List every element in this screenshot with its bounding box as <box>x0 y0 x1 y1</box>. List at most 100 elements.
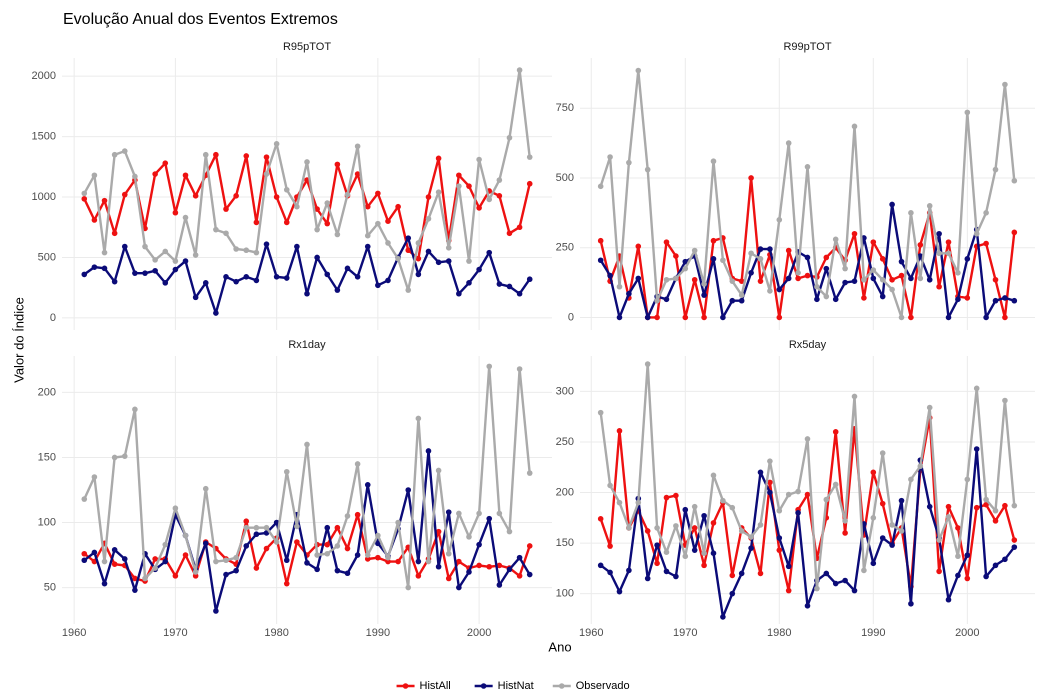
data-point <box>132 587 138 593</box>
data-point <box>435 467 442 474</box>
data-point <box>415 271 422 278</box>
data-point <box>597 257 604 264</box>
data-point <box>152 556 158 562</box>
data-point <box>955 525 961 531</box>
data-point <box>879 276 886 283</box>
data-point <box>710 158 717 165</box>
data-point <box>626 290 632 297</box>
data-point <box>804 164 811 170</box>
data-point <box>926 203 933 209</box>
y-tick-label: 750 <box>556 102 574 114</box>
data-point <box>142 575 148 582</box>
data-point <box>445 244 452 251</box>
data-point <box>111 230 118 237</box>
y-tick-label: 0 <box>50 312 56 324</box>
data-point <box>654 314 660 321</box>
data-point <box>710 520 717 526</box>
data-point <box>81 550 88 557</box>
data-point <box>273 194 280 200</box>
data-point <box>663 239 670 245</box>
data-point <box>654 297 660 304</box>
legend-label: Observado <box>576 680 630 692</box>
data-point <box>804 254 811 261</box>
data-point <box>673 253 679 259</box>
data-point <box>142 243 148 250</box>
data-point <box>889 276 895 283</box>
data-point <box>776 286 783 293</box>
data-point <box>172 258 179 264</box>
data-point <box>663 276 670 283</box>
data-point <box>91 474 98 480</box>
data-point <box>908 476 914 483</box>
series-line <box>83 236 531 315</box>
data-point <box>334 567 341 574</box>
data-point <box>456 172 462 179</box>
x-tick-label: 2000 <box>955 627 979 639</box>
data-point <box>182 532 189 539</box>
data-point <box>635 67 642 74</box>
data-point <box>506 283 513 290</box>
data-point <box>466 534 472 540</box>
data-point <box>748 175 754 181</box>
data-point <box>81 190 88 197</box>
data-point <box>405 287 412 293</box>
series-line <box>83 449 531 613</box>
data-point <box>973 230 980 237</box>
data-point <box>757 469 764 476</box>
data-point <box>748 270 754 276</box>
data-point <box>334 161 341 168</box>
data-point <box>832 481 839 488</box>
data-point <box>973 385 980 392</box>
data-point <box>121 191 128 198</box>
data-point <box>111 454 118 461</box>
data-point <box>964 256 971 262</box>
data-point <box>663 549 670 555</box>
data-point <box>720 314 726 321</box>
data-point <box>597 183 604 190</box>
data-point <box>172 209 179 216</box>
data-point <box>516 290 523 297</box>
data-point <box>626 525 632 531</box>
data-point <box>964 575 971 582</box>
data-point <box>385 218 391 224</box>
data-point <box>223 571 229 578</box>
data-point <box>729 278 736 284</box>
data-point <box>273 539 280 545</box>
data-point <box>823 293 830 300</box>
data-point <box>294 523 300 530</box>
data-point <box>152 257 158 263</box>
data-point <box>898 258 905 265</box>
data-point <box>1002 81 1008 88</box>
data-point <box>506 230 513 237</box>
data-point <box>701 314 707 321</box>
data-point <box>955 296 961 303</box>
data-point <box>908 314 914 321</box>
data-point <box>375 554 381 561</box>
data-point <box>476 510 482 517</box>
data-point <box>263 241 270 247</box>
data-point <box>314 254 320 261</box>
data-point <box>476 205 482 211</box>
data-point <box>597 409 604 416</box>
data-point <box>1011 502 1018 509</box>
data-point <box>814 296 820 303</box>
data-point <box>192 573 199 579</box>
facet-label: R95pTOT <box>283 41 331 53</box>
data-point <box>213 558 219 565</box>
data-point <box>334 231 341 238</box>
data-point <box>616 499 623 506</box>
data-point <box>243 274 250 280</box>
data-point <box>701 562 707 569</box>
legend-item: Observado <box>552 680 630 692</box>
data-point <box>354 552 361 558</box>
data-point <box>182 258 189 264</box>
data-point <box>973 446 980 452</box>
data-point <box>1002 556 1008 563</box>
data-point <box>973 504 980 511</box>
data-point <box>729 504 736 511</box>
data-point <box>273 141 280 147</box>
data-point <box>263 545 270 552</box>
data-point <box>823 496 830 503</box>
data-point <box>823 254 830 261</box>
data-point <box>983 210 989 216</box>
